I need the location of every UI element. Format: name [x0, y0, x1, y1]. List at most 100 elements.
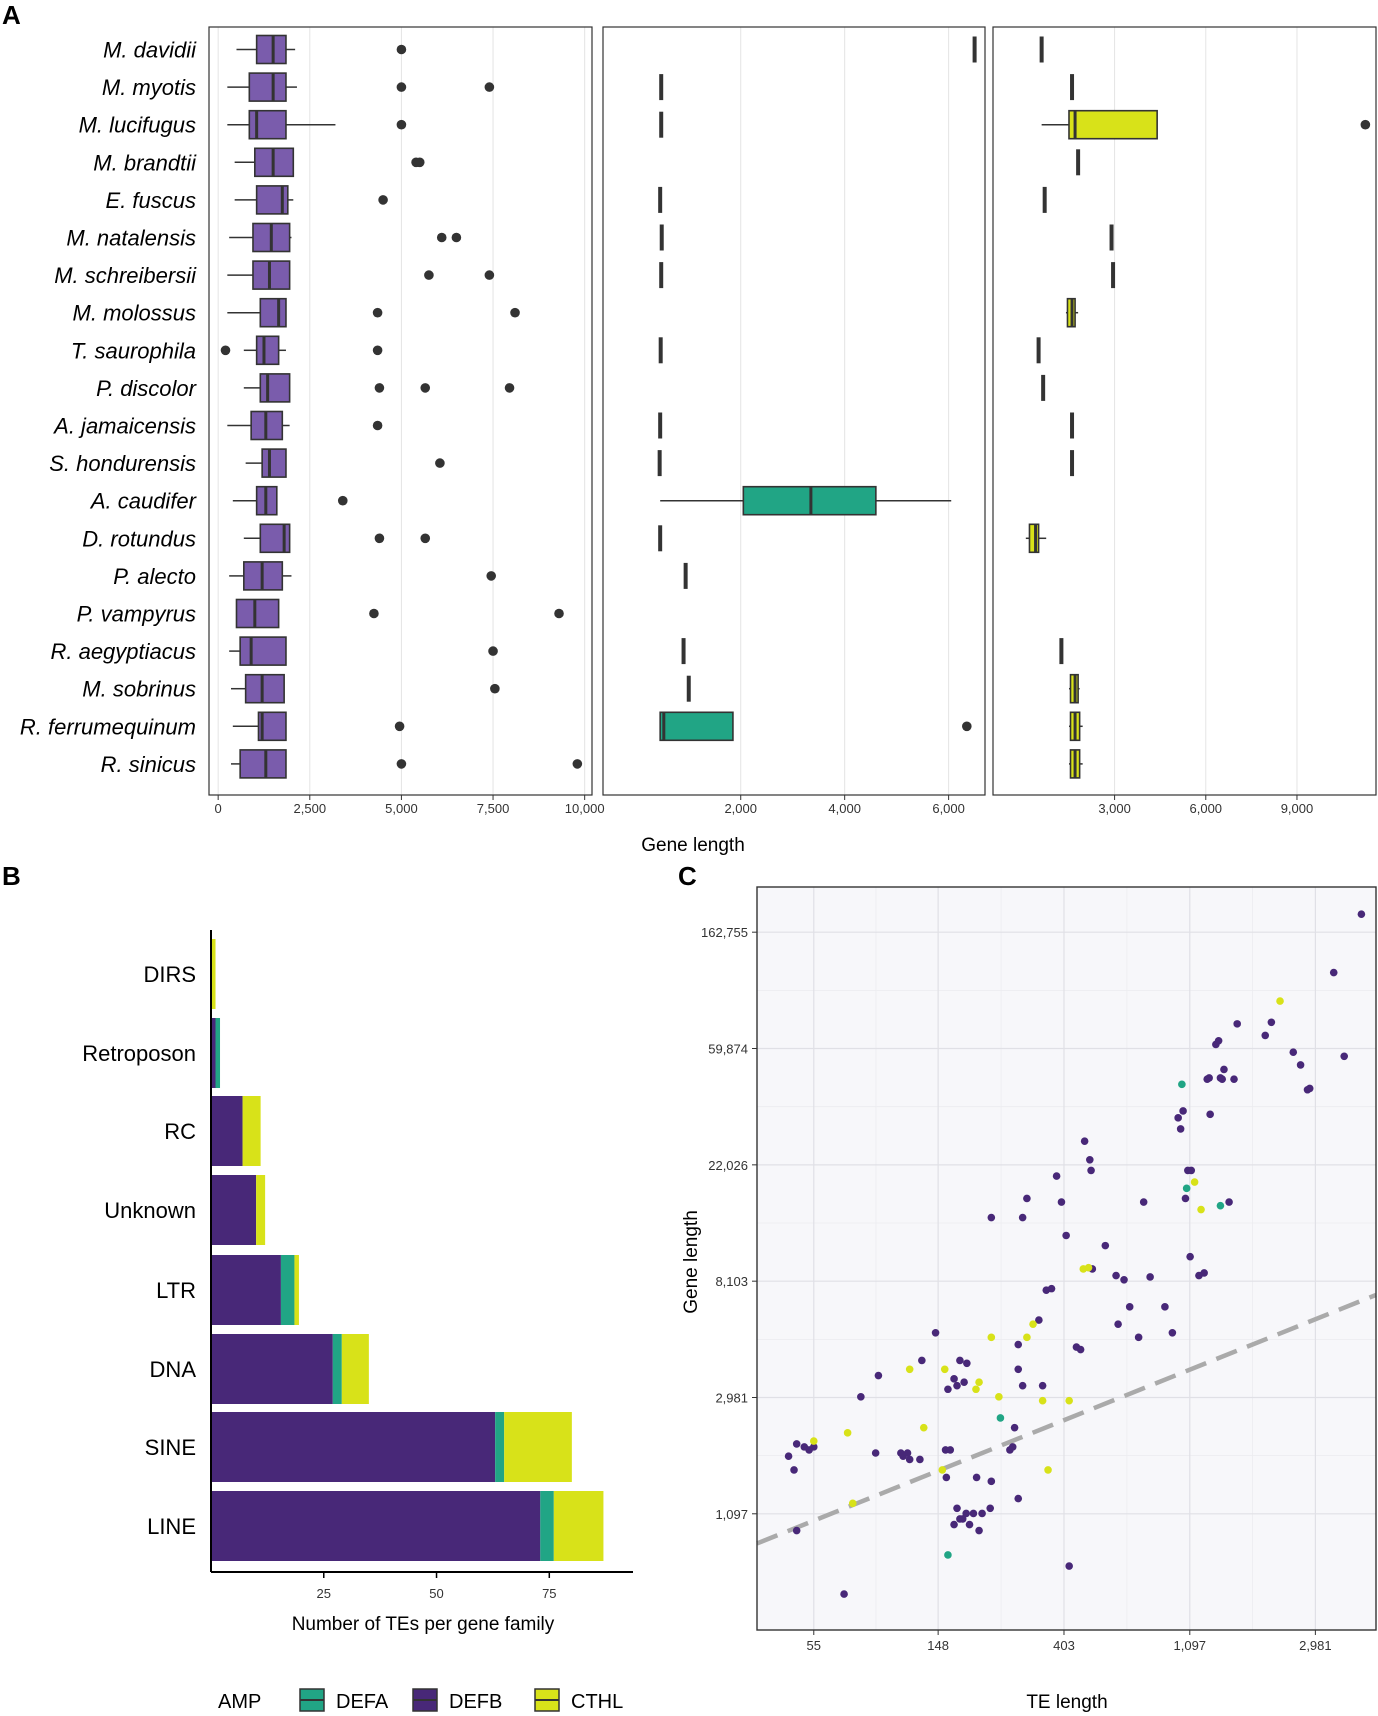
point-defb — [1296, 1061, 1305, 1069]
point-cthl — [848, 1499, 857, 1508]
species-label-e-fuscus: E. fuscus — [106, 188, 196, 213]
y-tick-label: 59,874 — [708, 1042, 748, 1057]
facet-cthl: 3,000 6,000 9,000 — [992, 26, 1377, 816]
plot-background — [757, 887, 1376, 1630]
bar-dna-defb — [211, 1334, 333, 1404]
legend-entry-defa: DEFA — [299, 1688, 389, 1713]
point-defb — [1035, 1316, 1043, 1324]
category-label-sine: SINE — [145, 1435, 196, 1460]
point-cthl — [940, 1365, 949, 1374]
point-defb — [874, 1371, 883, 1380]
point-defb — [1080, 1137, 1089, 1145]
point-defb — [1340, 1052, 1349, 1061]
point-defa — [996, 1414, 1005, 1422]
species-label-t-saurophila: T. saurophila — [71, 338, 196, 363]
x-tick-label: 50 — [429, 1586, 443, 1601]
legend-title: AMP — [218, 1691, 261, 1713]
point-cthl — [1190, 1178, 1199, 1186]
x-tick-label: 10,000 — [565, 801, 605, 816]
bar-line-defa — [540, 1491, 554, 1561]
point-defb — [942, 1473, 951, 1482]
point-defb — [1206, 1110, 1214, 1119]
point-cthl — [1023, 1333, 1031, 1342]
point-defb — [1179, 1107, 1187, 1115]
point-defb — [1120, 1275, 1128, 1284]
outlier-point — [369, 608, 379, 619]
outlier-point — [484, 82, 495, 92]
point-defb — [1062, 1231, 1070, 1240]
box — [1068, 109, 1158, 140]
point-defb — [965, 1520, 974, 1529]
outlier-point — [220, 345, 231, 356]
species-label-p-vampyrus: P. vampyrus — [77, 602, 196, 627]
outlier-point — [484, 270, 495, 280]
x-tick-label: 9,000 — [1281, 801, 1314, 816]
point-defb — [857, 1392, 865, 1401]
point-defb — [792, 1440, 801, 1448]
outlier-point — [374, 533, 385, 544]
outlier-point — [337, 495, 348, 506]
legend-entry-defb: DEFB — [412, 1688, 502, 1713]
facet-defb: 0 2,500 5,000 7,500 10,000 — [208, 26, 605, 816]
point-defb — [1205, 1074, 1213, 1082]
box — [259, 297, 287, 328]
point-defb — [1305, 1084, 1314, 1093]
species-label-d-rotundus: D. rotundus — [82, 526, 196, 551]
bar-sine-defb — [211, 1412, 496, 1482]
point-defb — [1168, 1328, 1177, 1337]
species-label-m-schreibersii: M. schreibersii — [54, 263, 197, 288]
point-defb — [1087, 1166, 1095, 1175]
point-defb — [969, 1509, 978, 1518]
point-cthl — [919, 1423, 928, 1432]
x-tick-label: 3,000 — [1098, 801, 1131, 816]
point-defa — [1178, 1080, 1186, 1089]
point-defb — [1047, 1284, 1056, 1293]
box — [255, 34, 287, 65]
outlier-point — [486, 571, 497, 581]
point-defb — [790, 1466, 798, 1474]
panel-label-a: A — [2, 0, 21, 30]
x-tick-label: 75 — [542, 1586, 556, 1601]
point-defb — [1018, 1213, 1027, 1222]
box — [235, 598, 280, 629]
species-label-m-myotis: M. myotis — [102, 75, 196, 100]
panel-c: C 55 148 403 1,097 2,981 1,097 2,981 8,103 22,026… — [678, 861, 1377, 1713]
outlier-point — [1360, 119, 1371, 130]
legend-label: DEFA — [336, 1691, 389, 1713]
point-defb — [953, 1504, 961, 1513]
species-label-m-natalensis: M. natalensis — [66, 226, 196, 251]
species-label-p-alecto: P. alecto — [113, 564, 196, 589]
category-label-retroposon: Retroposon — [82, 1041, 196, 1066]
outlier-point — [490, 683, 500, 694]
plot-border — [756, 886, 1377, 1631]
point-defb — [1267, 1018, 1276, 1027]
box — [659, 711, 734, 742]
y-tick-label: 22,026 — [708, 1158, 748, 1173]
point-defb — [916, 1455, 924, 1464]
x-tick-label: 7,500 — [477, 801, 510, 816]
legend-label: CTHL — [571, 1691, 623, 1713]
point-cthl — [1197, 1205, 1205, 1214]
box — [248, 72, 287, 102]
facet-background — [603, 27, 985, 795]
reference-line — [756, 1292, 1377, 1546]
point-defb — [792, 1526, 801, 1535]
panel-c-x-title: TE length — [1026, 1692, 1107, 1713]
category-label-dirs: DIRS — [143, 962, 196, 987]
point-defb — [1114, 1320, 1122, 1328]
box — [248, 109, 287, 140]
outlier-point — [488, 646, 498, 656]
bar-line-defb — [211, 1491, 541, 1561]
outlier-point — [436, 232, 447, 243]
point-defb — [1139, 1198, 1148, 1206]
point-defb — [960, 1378, 968, 1387]
point-cthl — [1029, 1320, 1037, 1328]
point-cthl — [972, 1385, 980, 1394]
bar-sine-cthl — [504, 1412, 572, 1482]
point-defb — [963, 1359, 971, 1368]
point-defb — [1230, 1075, 1238, 1083]
box — [259, 373, 291, 403]
point-defb — [987, 1477, 996, 1486]
x-tick-label: 2,000 — [724, 801, 757, 816]
